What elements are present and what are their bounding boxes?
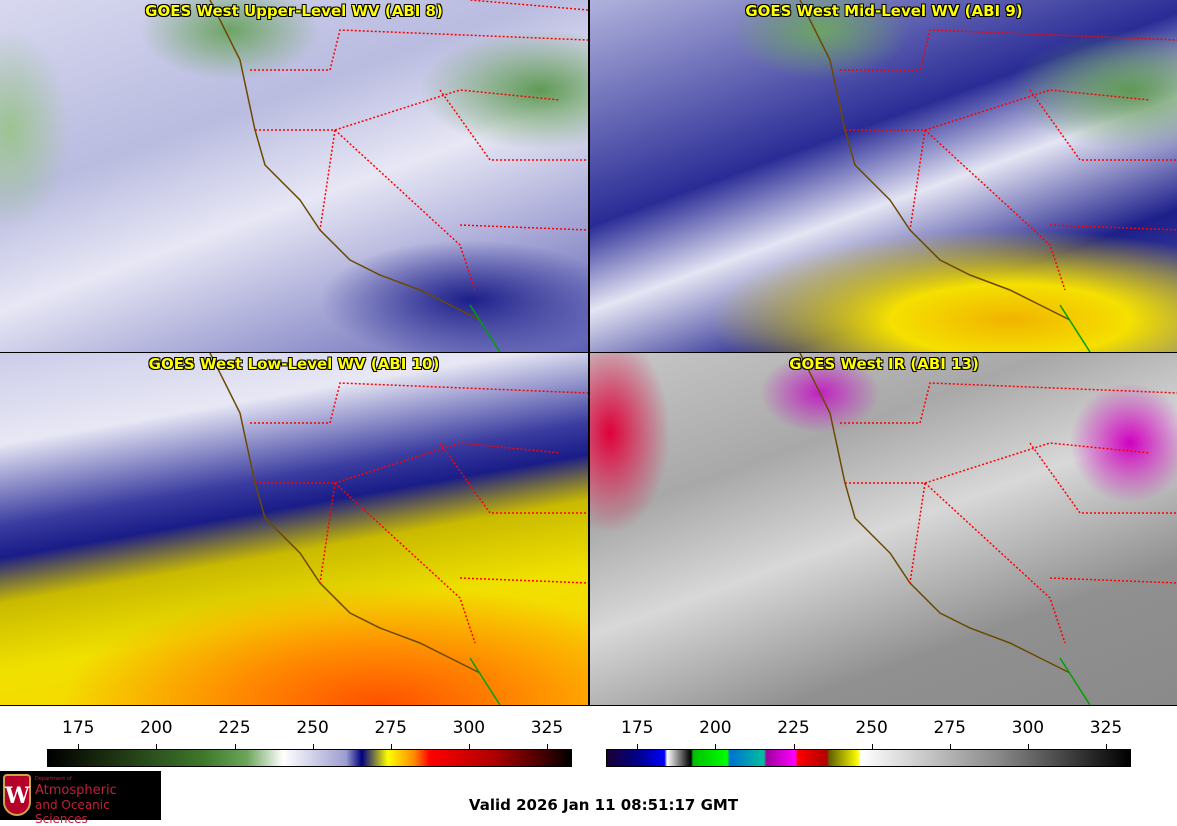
colorbar-tick-label: 175 [621,718,654,738]
colorbar-tick [871,744,873,749]
panel-upper-level-wv: GOES West Upper-Level WV (ABI 8) [0,0,588,352]
colorbar-tick [468,744,470,749]
colorbar-tick-label: 300 [452,718,486,738]
logo-text: Department of [35,776,72,782]
colorbar-tick [793,744,795,749]
uw-crest-icon: W [3,774,31,816]
colorbar-tick [312,744,314,749]
colorbar-tick [234,744,236,749]
colorbar-tick-label: 250 [855,718,888,738]
wv-colorbar [47,749,572,767]
colorbar-tick-label: 225 [777,718,810,738]
panel-title: GOES West Upper-Level WV (ABI 8) [145,2,443,20]
panel-ir: GOES West IR (ABI 13) [590,353,1177,705]
valid-time: Valid 2026 Jan 11 08:51:17 GMT [468,796,739,814]
colorbar-tick [1027,744,1029,749]
colorbar-tick-label: 325 [1089,718,1123,738]
panel-divider [0,705,1177,706]
colorbar-tick [715,744,717,749]
colorbar-tick [156,744,158,749]
colorbar-tick-label: 300 [1011,718,1045,738]
panel-low-level-wv: GOES West Low-Level WV (ABI 10) [0,353,588,705]
colorbar-tick [637,744,639,749]
colorbar-tick [949,744,951,749]
map-overlay [799,0,1177,352]
colorbar-tick-label: 275 [374,718,407,738]
colorbar-tick [390,744,392,749]
panel-divider [588,0,590,705]
logo-text: Atmospheric [35,783,117,798]
panel-mid-level-wv: GOES West Mid-Level WV (ABI 9) [590,0,1177,352]
ir-colorbar [606,749,1131,767]
colorbar-tick [1106,744,1107,749]
colorbar-tick-label: 225 [218,718,251,738]
map-overlay [799,353,1177,705]
colorbar-tick-label: 200 [699,718,732,738]
panel-title: GOES West IR (ABI 13) [789,355,979,373]
map-overlay [209,0,588,352]
colorbar-tick-label: 200 [140,718,173,738]
colorbar-tick-label: 250 [296,718,329,738]
colorbar-tick [78,744,80,749]
colorbar-tick-label: 175 [62,718,95,738]
colorbar-tick-label: 275 [933,718,966,738]
panel-title: GOES West Low-Level WV (ABI 10) [148,355,440,373]
panel-title: GOES West Mid-Level WV (ABI 9) [745,2,1023,20]
colorbar-tick-label: 325 [530,718,564,738]
aos-logo: W Department of Atmospheric and Oceanic … [0,771,161,826]
colorbar-tick [547,744,548,749]
map-overlay [209,353,588,705]
